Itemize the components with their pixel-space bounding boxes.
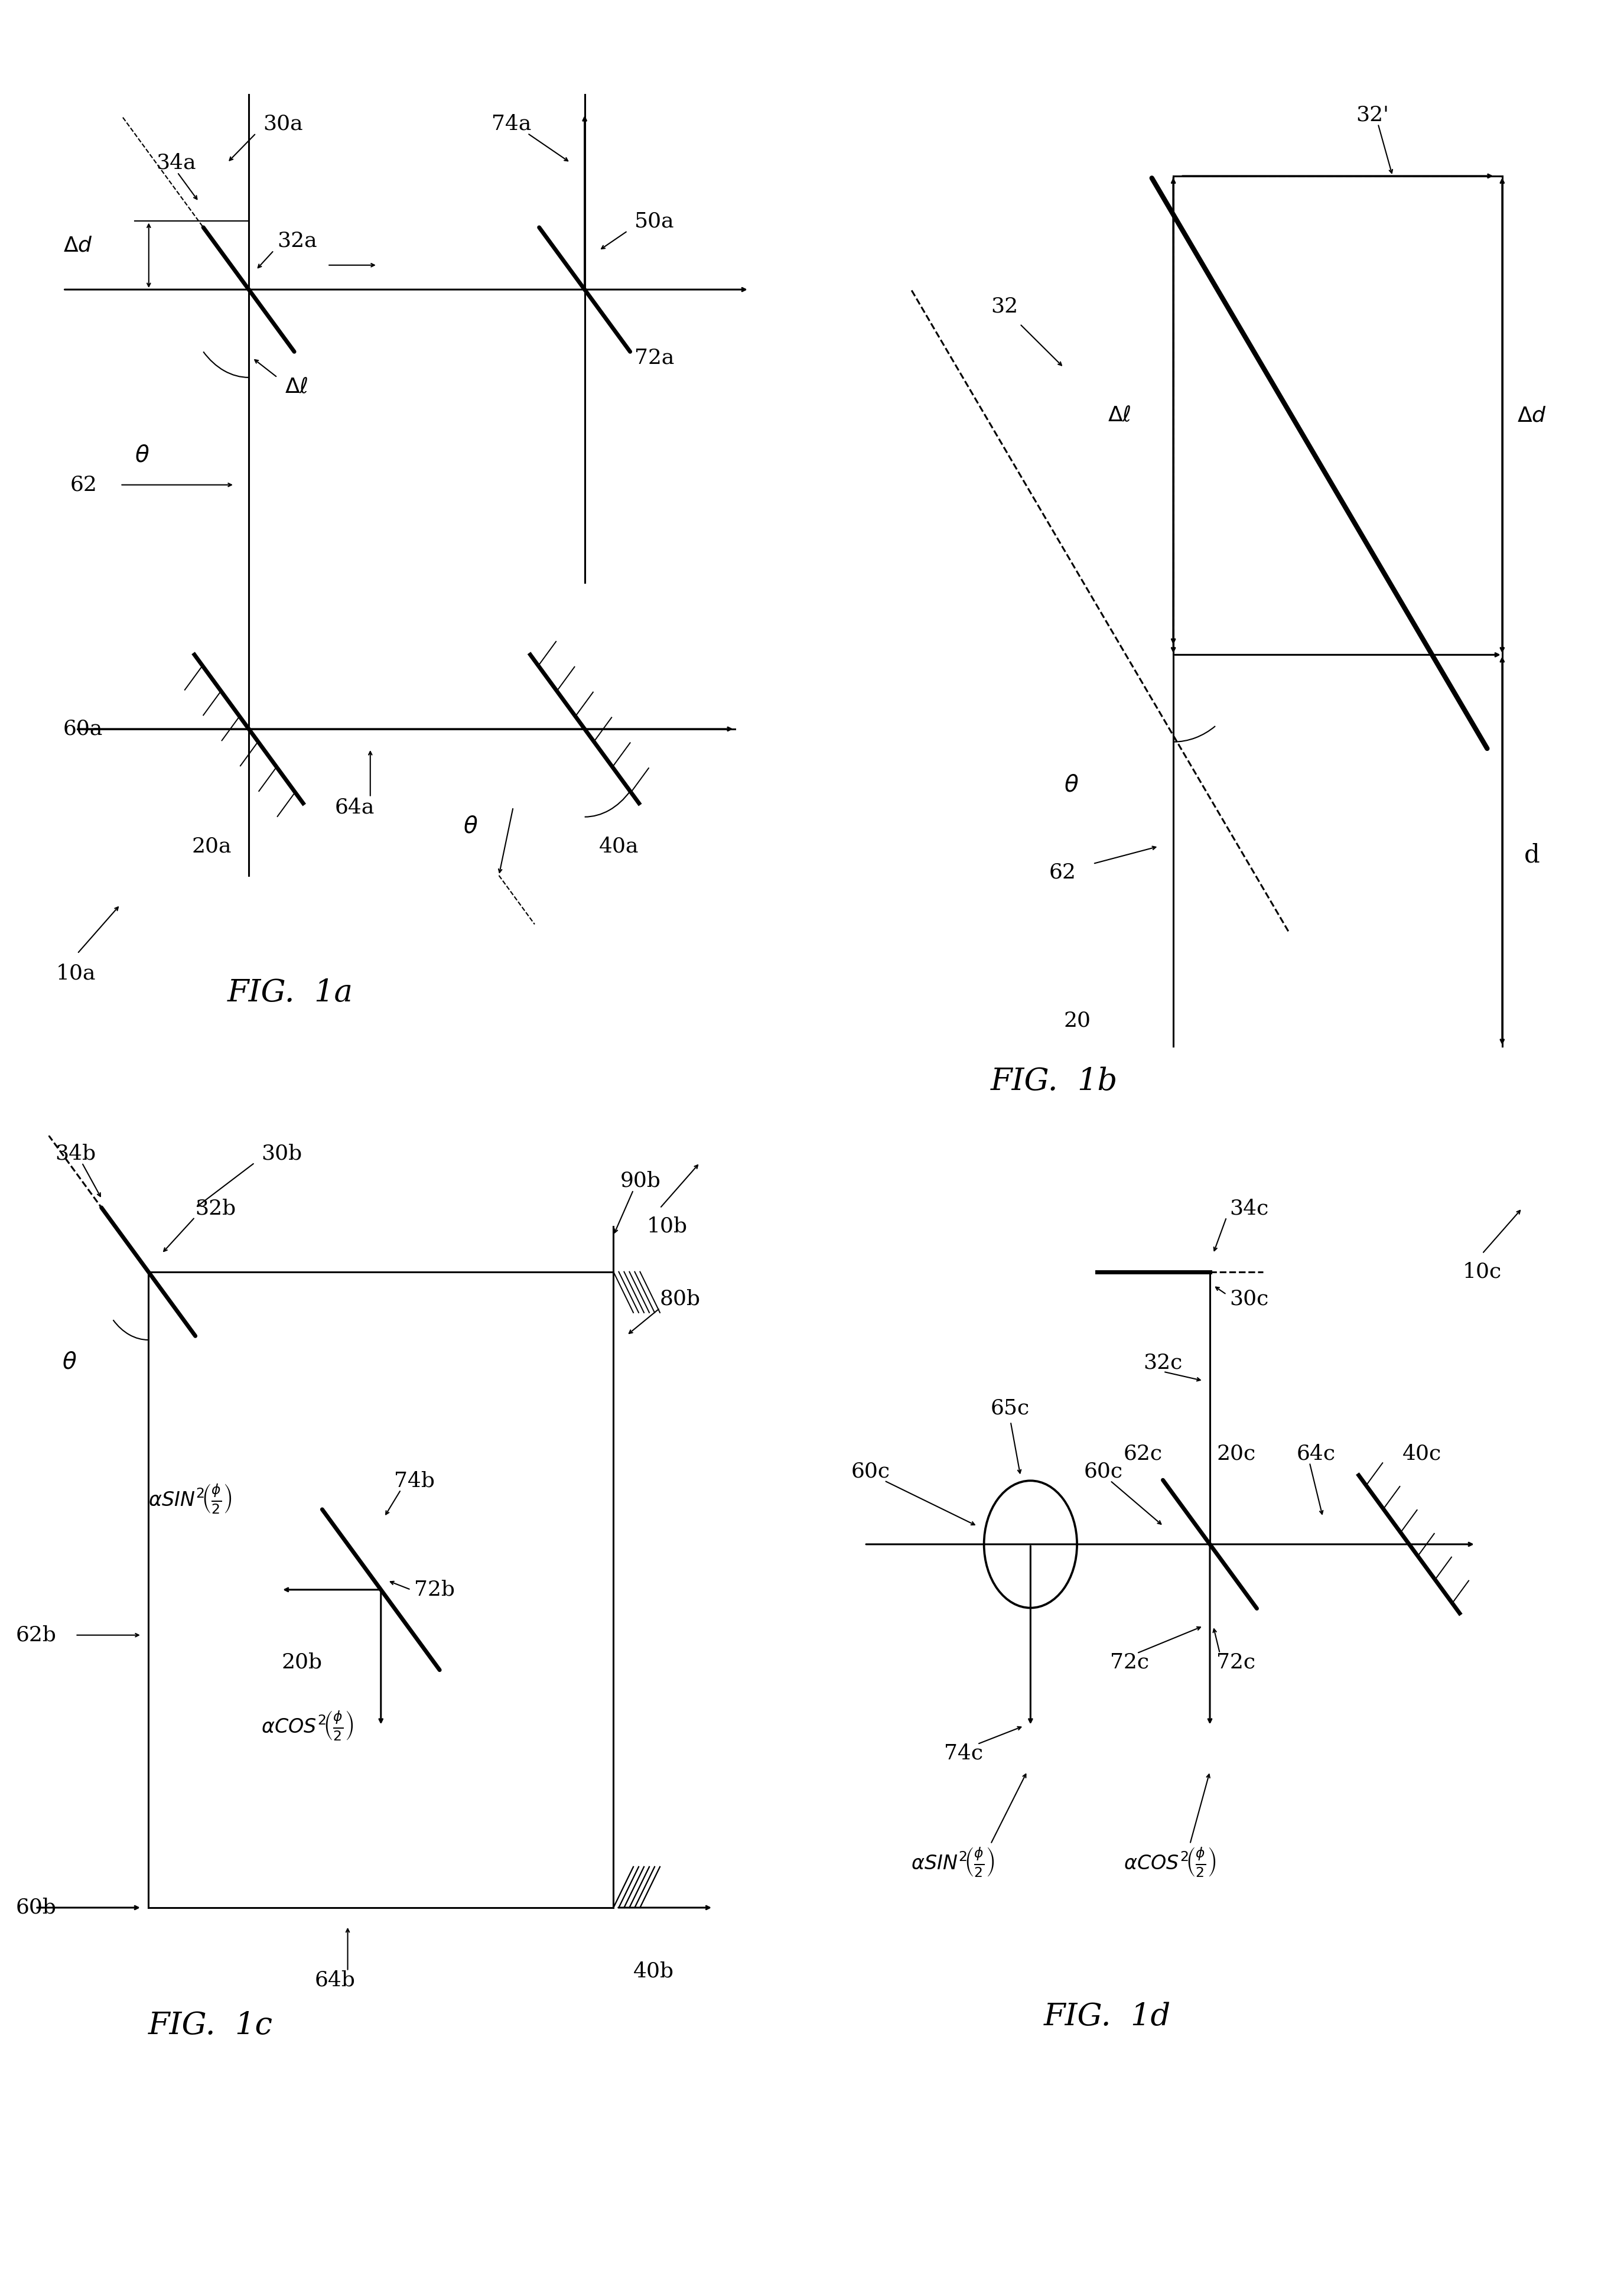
Text: 72c: 72c xyxy=(1111,1653,1150,1671)
Text: 64c: 64c xyxy=(1296,1444,1335,1463)
Text: $\theta$: $\theta$ xyxy=(1064,774,1078,797)
Text: 32: 32 xyxy=(991,298,1018,316)
Text: 20: 20 xyxy=(1064,1011,1091,1031)
Text: 64b: 64b xyxy=(315,1971,356,1989)
Text: $\alpha SIN^2\!\left(\frac{\phi}{2}\right)$: $\alpha SIN^2\!\left(\frac{\phi}{2}\righ… xyxy=(911,1846,994,1878)
Text: 80b: 80b xyxy=(659,1290,702,1308)
Text: $\theta$: $\theta$ xyxy=(62,1351,76,1374)
Text: 34a: 34a xyxy=(156,152,197,173)
Text: 62b: 62b xyxy=(16,1626,57,1644)
Text: 60a: 60a xyxy=(63,720,102,738)
Text: 34b: 34b xyxy=(55,1145,96,1163)
Text: d: d xyxy=(1523,843,1540,868)
Text: 62: 62 xyxy=(1049,863,1077,883)
Text: 74c: 74c xyxy=(944,1744,983,1762)
Text: $\alpha COS^2\!\left(\frac{\phi}{2}\right)$: $\alpha COS^2\!\left(\frac{\phi}{2}\righ… xyxy=(1124,1846,1216,1878)
Text: $\Delta\ell$: $\Delta\ell$ xyxy=(1108,404,1130,425)
Text: 20a: 20a xyxy=(192,836,232,856)
Text: 64a: 64a xyxy=(335,797,375,818)
Text: 60c: 60c xyxy=(851,1463,890,1481)
Text: $\alpha COS^2\!\left(\frac{\phi}{2}\right)$: $\alpha COS^2\!\left(\frac{\phi}{2}\righ… xyxy=(261,1710,354,1742)
Text: 34c: 34c xyxy=(1229,1199,1268,1217)
Text: 74b: 74b xyxy=(395,1472,435,1490)
Text: 40a: 40a xyxy=(599,836,638,856)
Text: 32b: 32b xyxy=(195,1199,235,1217)
Text: 32': 32' xyxy=(1356,104,1389,125)
Text: 32a: 32a xyxy=(278,232,317,250)
Text: 60b: 60b xyxy=(16,1899,57,1917)
Text: 20c: 20c xyxy=(1216,1444,1255,1463)
Text: $\Delta d$: $\Delta d$ xyxy=(63,236,93,257)
Text: $\theta$: $\theta$ xyxy=(135,445,149,466)
Text: 30a: 30a xyxy=(263,114,304,134)
Text: 72a: 72a xyxy=(635,347,674,368)
Text: 10a: 10a xyxy=(55,963,96,983)
Text: $\Delta d$: $\Delta d$ xyxy=(1517,404,1546,425)
Text: 72c: 72c xyxy=(1216,1653,1255,1671)
Text: 50a: 50a xyxy=(635,211,674,232)
Text: 90b: 90b xyxy=(620,1172,661,1190)
Text: 74a: 74a xyxy=(492,114,531,134)
Text: 10c: 10c xyxy=(1462,1263,1502,1281)
Text: 20b: 20b xyxy=(281,1653,322,1671)
Text: $\Delta\ell$: $\Delta\ell$ xyxy=(284,377,309,397)
Text: 40b: 40b xyxy=(633,1962,674,1980)
Text: 60c: 60c xyxy=(1083,1463,1122,1481)
Text: 30b: 30b xyxy=(261,1145,302,1163)
Text: FIG.  1a: FIG. 1a xyxy=(227,977,352,1008)
Text: 72b: 72b xyxy=(414,1581,455,1599)
Text: 32c: 32c xyxy=(1143,1354,1182,1372)
Text: 30c: 30c xyxy=(1229,1290,1268,1308)
Text: FIG.  1d: FIG. 1d xyxy=(1044,2001,1171,2033)
Text: $\theta$: $\theta$ xyxy=(463,815,477,838)
Text: 62: 62 xyxy=(70,475,97,495)
Text: 65c: 65c xyxy=(991,1399,1030,1417)
Text: FIG.  1b: FIG. 1b xyxy=(991,1067,1117,1097)
Text: FIG.  1c: FIG. 1c xyxy=(148,2010,273,2042)
Text: 10b: 10b xyxy=(646,1217,687,1235)
Text: 40c: 40c xyxy=(1403,1444,1442,1463)
Text: 62c: 62c xyxy=(1124,1444,1163,1463)
Text: $\alpha SIN^2\!\left(\frac{\phi}{2}\right)$: $\alpha SIN^2\!\left(\frac{\phi}{2}\righ… xyxy=(148,1483,232,1515)
